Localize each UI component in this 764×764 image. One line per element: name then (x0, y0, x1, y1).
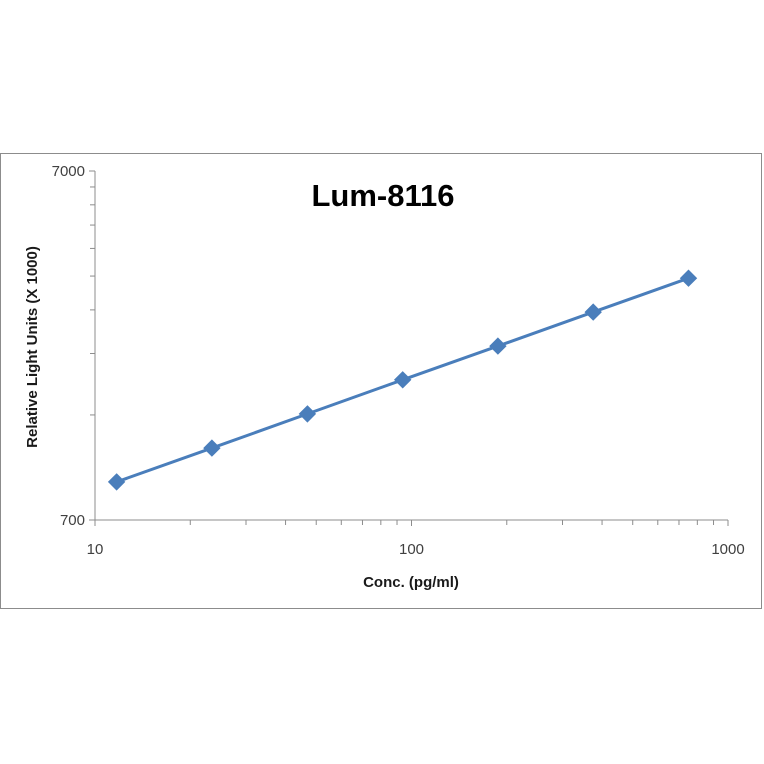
data-point-marker (203, 439, 221, 457)
y-axis-title: Relative Light Units (X 1000) (24, 246, 41, 448)
x-tick-label: 1000 (711, 541, 744, 558)
series-layer (107, 269, 698, 491)
x-tick-label: 10 (87, 541, 104, 558)
data-point-marker (489, 337, 507, 355)
data-point-marker (679, 269, 698, 287)
chart-title: Lum-8116 (311, 178, 454, 213)
data-point-marker (393, 371, 412, 389)
y-tick-label: 7000 (52, 163, 85, 180)
data-point-marker (584, 303, 602, 321)
y-tick-label: 700 (60, 512, 85, 529)
x-tick-label: 100 (399, 541, 424, 558)
chart-frame (0, 153, 762, 609)
data-point-marker (298, 405, 317, 423)
axes: 10 100 1000 700 7000 (52, 163, 745, 558)
x-axis-title: Conc. (pg/ml) (363, 574, 459, 591)
data-point-marker (107, 473, 126, 491)
